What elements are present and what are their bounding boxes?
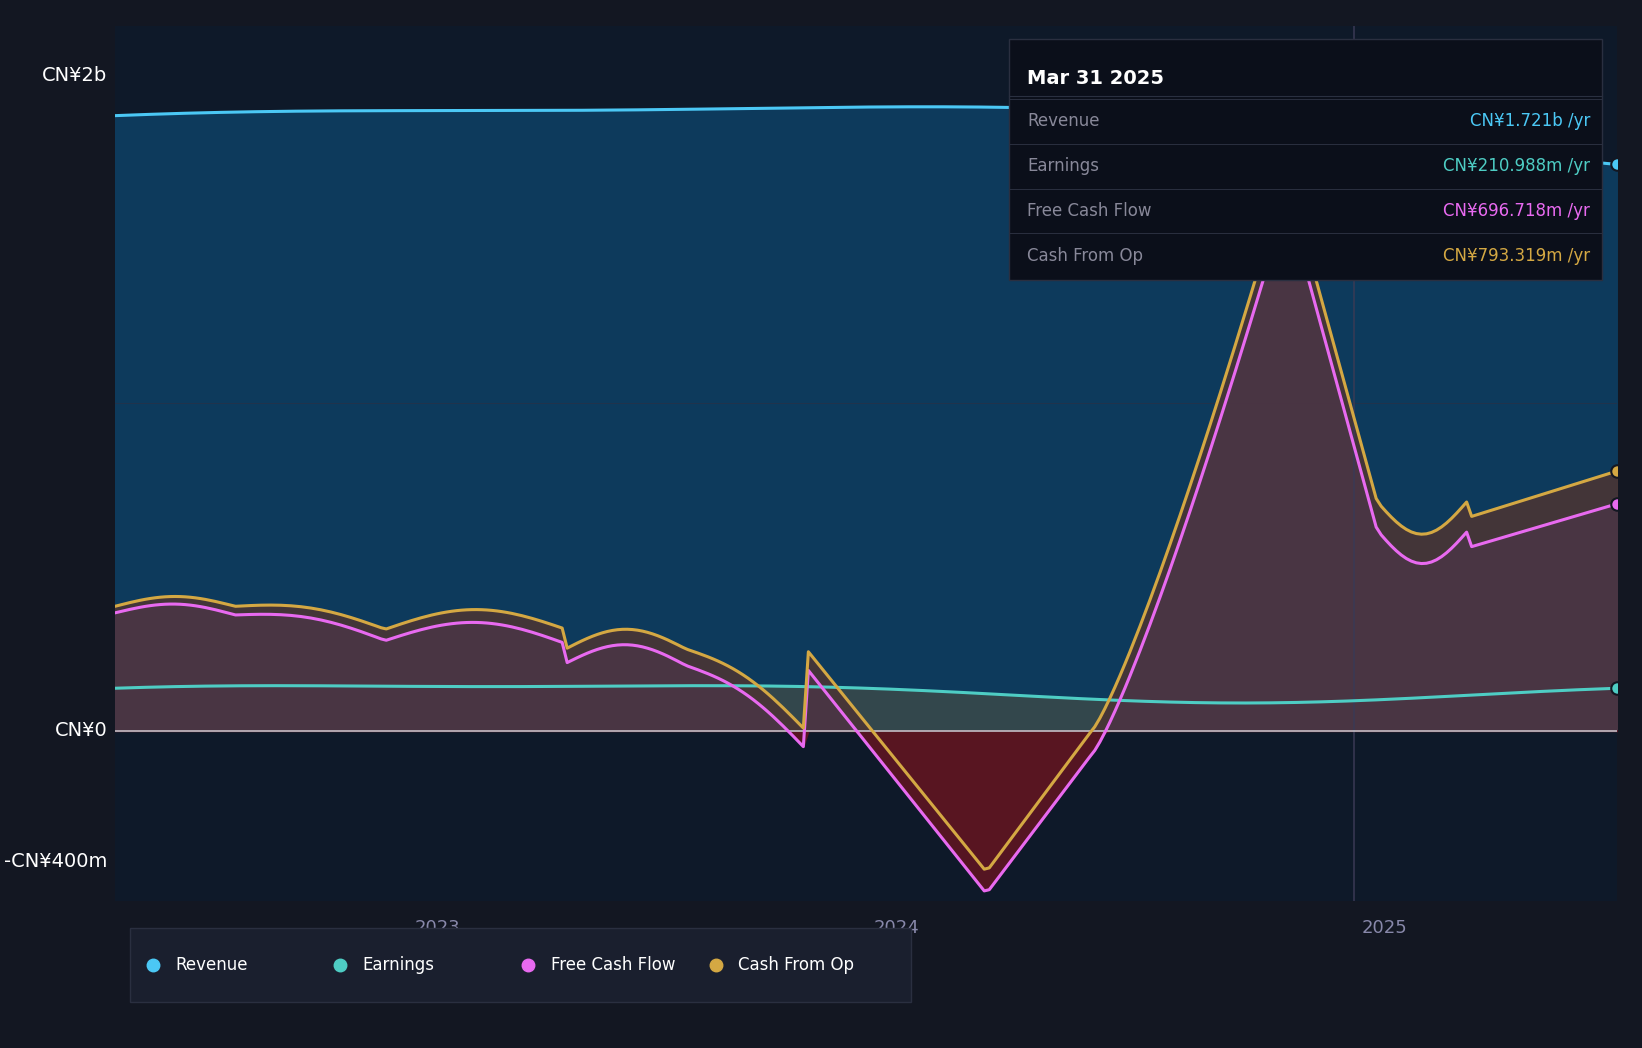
Text: 2024: 2024 [874,919,920,937]
Text: -CN¥400m: -CN¥400m [3,852,107,872]
Text: CN¥696.718m /yr: CN¥696.718m /yr [1443,202,1591,220]
Text: Mar 31 2025: Mar 31 2025 [1026,69,1164,88]
Text: Past: Past [1565,50,1603,68]
Text: CN¥1.721b /yr: CN¥1.721b /yr [1470,112,1591,130]
Text: Revenue: Revenue [176,956,248,975]
FancyBboxPatch shape [1008,40,1603,280]
Text: Revenue: Revenue [1026,112,1100,130]
Text: Free Cash Flow: Free Cash Flow [1026,202,1151,220]
Text: 2025: 2025 [1361,919,1407,937]
Text: Free Cash Flow: Free Cash Flow [550,956,675,975]
Text: CN¥0: CN¥0 [54,721,107,740]
Text: 2023: 2023 [415,919,461,937]
FancyBboxPatch shape [130,927,911,1002]
Text: Cash From Op: Cash From Op [739,956,854,975]
Text: CN¥793.319m /yr: CN¥793.319m /yr [1443,246,1591,265]
Text: Cash From Op: Cash From Op [1026,246,1143,265]
Text: CN¥2b: CN¥2b [43,66,107,85]
Text: Earnings: Earnings [1026,157,1098,175]
Text: Earnings: Earnings [363,956,435,975]
Text: CN¥210.988m /yr: CN¥210.988m /yr [1443,157,1591,175]
